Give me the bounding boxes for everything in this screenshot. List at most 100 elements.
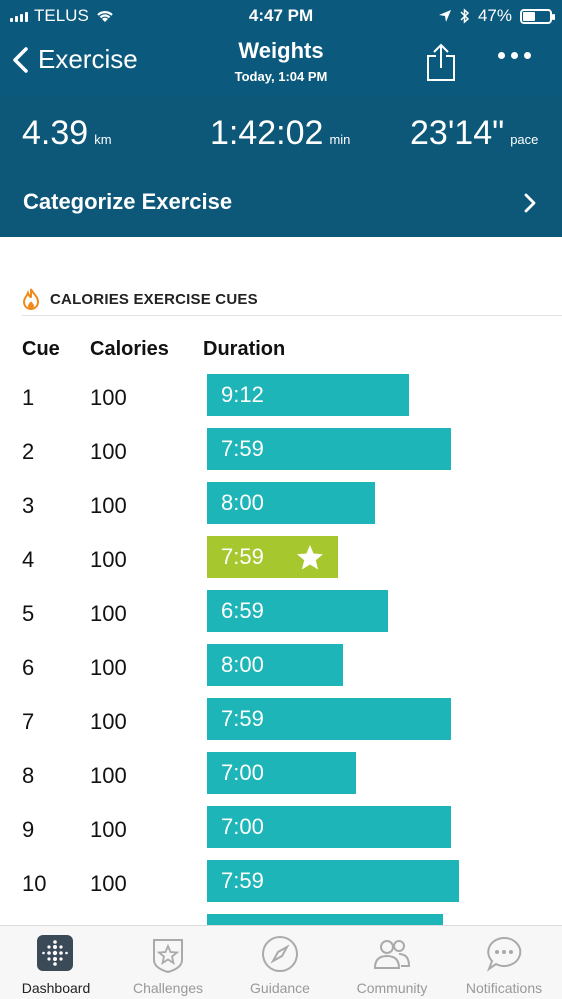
cue-calories: 100 bbox=[90, 709, 127, 734]
status-time: 4:47 PM bbox=[248, 6, 314, 25]
dashboard-icon bbox=[37, 935, 73, 971]
cue-number: 7 bbox=[22, 709, 35, 734]
compass-icon bbox=[262, 936, 298, 972]
status-left: TELUS bbox=[10, 6, 115, 26]
back-label: Exercise bbox=[38, 44, 138, 74]
duration-bar-best: 7:59 bbox=[207, 536, 338, 578]
duration-label: 8:00 bbox=[221, 490, 264, 515]
section-title-label: CALORIES EXERCISE CUES bbox=[50, 290, 258, 308]
cue-row: 9 100 7:00 bbox=[0, 806, 562, 860]
wifi-icon bbox=[97, 11, 113, 22]
stats-panel: 4.39 km 1:42:02 min 23'14" pace Categorize … bbox=[0, 96, 562, 237]
cue-number: 10 bbox=[22, 871, 47, 896]
cue-calories: 100 bbox=[90, 763, 127, 788]
cue-calories: 100 bbox=[90, 439, 127, 464]
location-icon bbox=[438, 10, 451, 22]
cue-number: 2 bbox=[22, 439, 35, 464]
cue-calories: 100 bbox=[90, 601, 127, 626]
bluetooth-icon bbox=[460, 8, 470, 24]
header-cue: Cue bbox=[22, 338, 60, 360]
signal-icon bbox=[10, 10, 28, 22]
cue-number: 5 bbox=[22, 601, 35, 626]
tab-label: Notifications bbox=[465, 980, 543, 996]
tab-notifications[interactable]: Notifications bbox=[448, 926, 560, 999]
tab-label: Dashboard bbox=[21, 980, 91, 996]
tab-dashboard[interactable]: Dashboard bbox=[0, 926, 112, 999]
tab-challenges[interactable]: Challenges bbox=[112, 926, 224, 999]
duration-bar: 7:59 bbox=[207, 860, 459, 902]
pace-value: 23'14" bbox=[410, 114, 505, 152]
cue-row: 10 100 7:59 bbox=[0, 860, 562, 914]
cue-calories: 100 bbox=[90, 547, 127, 572]
battery-fill bbox=[523, 11, 535, 21]
tab-community[interactable]: Community bbox=[336, 926, 448, 999]
cue-number: 4 bbox=[22, 547, 35, 572]
community-icon bbox=[373, 940, 411, 969]
cue-number: 6 bbox=[22, 655, 35, 680]
duration-label: 8:00 bbox=[221, 652, 264, 677]
cue-row: 7 100 7:59 bbox=[0, 698, 562, 752]
header-duration: Duration bbox=[203, 338, 286, 360]
more-options-button[interactable] bbox=[498, 52, 531, 59]
duration-bar: 7:59 bbox=[207, 428, 451, 470]
cue-row: 1 100 9:12 bbox=[0, 374, 562, 428]
distance-value: 4.39 bbox=[22, 114, 89, 152]
nav-bar: Exercise Weights Today, 1:04 PM bbox=[0, 30, 562, 96]
distance-unit: km bbox=[94, 132, 112, 147]
back-button[interactable]: Exercise bbox=[10, 44, 138, 75]
header-calories: Calories bbox=[90, 338, 169, 360]
star-icon bbox=[297, 545, 323, 570]
duration-label: 7:59 bbox=[221, 436, 264, 461]
section-title: CALORIES EXERCISE CUES bbox=[22, 288, 258, 310]
flame-icon bbox=[22, 288, 40, 310]
duration-label: 7:59 bbox=[221, 544, 264, 569]
tab-bar: Dashboard Challenges Guidance Community … bbox=[0, 925, 562, 999]
tab-label: Guidance bbox=[250, 980, 310, 996]
duration-label: 9:12 bbox=[221, 382, 264, 407]
cue-calories: 100 bbox=[90, 655, 127, 680]
cue-calories: 100 bbox=[90, 493, 127, 518]
cue-number: 1 bbox=[22, 385, 35, 410]
categorize-label: Categorize Exercise bbox=[23, 189, 233, 214]
cue-calories: 100 bbox=[90, 817, 127, 842]
duration-label: 7:59 bbox=[221, 706, 264, 731]
chevron-right-icon bbox=[524, 193, 536, 213]
duration-bar: 6:59 bbox=[207, 590, 388, 632]
cue-number: 9 bbox=[22, 817, 35, 842]
cue-calories: 100 bbox=[90, 871, 127, 896]
battery-percent: 47% bbox=[477, 6, 512, 25]
status-right: 47% bbox=[438, 6, 555, 26]
cue-row: 5 100 6:59 bbox=[0, 590, 562, 644]
carrier-label: TELUS bbox=[34, 6, 89, 25]
duration-bar: 7:00 bbox=[207, 752, 356, 794]
duration-bar: 8:00 bbox=[207, 482, 375, 524]
tab-label: Challenges bbox=[132, 980, 204, 996]
categorize-exercise-button[interactable]: Categorize Exercise bbox=[0, 176, 562, 226]
cue-row: 2 100 7:59 bbox=[0, 428, 562, 482]
pace-stat: 23'14" pace bbox=[410, 114, 538, 153]
duration-bar: 8:00 bbox=[207, 644, 343, 686]
cue-row: 8 100 7:00 bbox=[0, 752, 562, 806]
cue-row: 6 100 8:00 bbox=[0, 644, 562, 698]
duration-bar: 9:12 bbox=[207, 374, 409, 416]
duration-label: 7:59 bbox=[221, 868, 264, 893]
distance-stat: 4.39 km bbox=[22, 114, 112, 153]
cue-number: 3 bbox=[22, 493, 35, 518]
duration-stat: 1:42:02 min bbox=[210, 114, 350, 153]
cue-calories: 100 bbox=[90, 385, 127, 410]
status-bar: TELUS 4:47 PM 47% bbox=[0, 0, 562, 30]
cue-row: 3 100 8:00 bbox=[0, 482, 562, 536]
page-subtitle: Today, 1:04 PM bbox=[234, 69, 328, 84]
share-icon[interactable] bbox=[424, 42, 458, 82]
pace-unit: pace bbox=[510, 132, 539, 147]
chevron-left-icon bbox=[13, 46, 28, 73]
tab-label: Community bbox=[356, 980, 428, 996]
battery-icon bbox=[520, 8, 555, 24]
duration-value: 1:42:02 bbox=[210, 114, 324, 152]
tab-guidance[interactable]: Guidance bbox=[224, 926, 336, 999]
top-bar: TELUS 4:47 PM 47% Exercise Weights Today… bbox=[0, 0, 562, 96]
notifications-icon bbox=[486, 936, 522, 972]
divider bbox=[22, 315, 562, 316]
duration-label: 7:00 bbox=[221, 814, 264, 839]
cue-row: 4 100 7:59 bbox=[0, 536, 562, 590]
